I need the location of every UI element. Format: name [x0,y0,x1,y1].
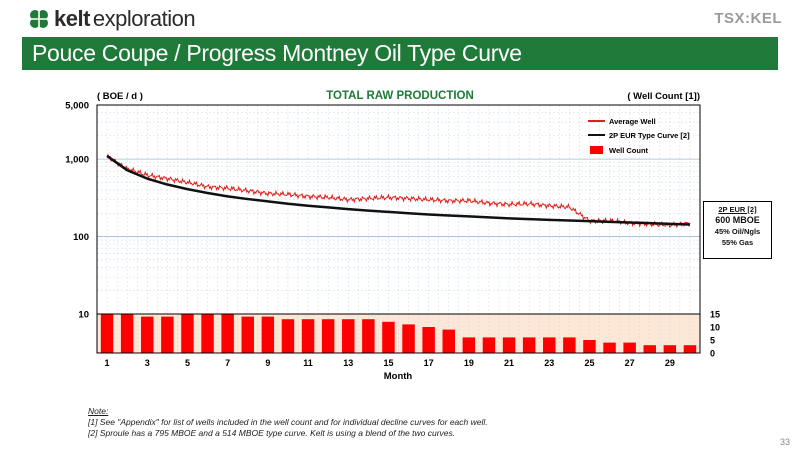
note-label: Note: [88,406,109,416]
company-logo: kelt exploration [28,4,196,34]
chart-title: TOTAL RAW PRODUCTION [326,90,474,102]
logo-word: kelt [54,6,90,31]
y-right-axis-ticks: 15 10 5 0 [710,310,720,359]
well-count-bar [261,316,275,353]
well-count-bar [321,319,335,353]
grid-lines [96,105,701,353]
well-count-bar [161,316,174,353]
y-axis-label: ( BOE / d ) [97,91,143,102]
well-count-bar [502,337,516,353]
well-count-bar [482,337,496,353]
series-lines [106,153,691,229]
legend-average-well: Average Well [609,117,656,126]
eur-line2: 600 MBOE [715,215,760,225]
legend-well-count: Well Count [609,146,649,155]
series-type-curve [106,154,690,226]
x-tick-label: 9 [265,358,270,368]
x-tick-label: 25 [584,358,594,368]
x-tick-label: 5 [185,358,190,368]
eur-line1: 2P EUR [2] [718,205,757,214]
well-count-bar [181,314,194,353]
eur-line4: 55% Gas [721,238,754,247]
x-tick-label: 11 [303,358,313,368]
well-count-bar [543,337,556,353]
well-count-bar [522,337,536,353]
y-right-tick-label: 5 [710,336,715,346]
well-count-bar [201,314,214,353]
page-number: 33 [779,437,790,447]
x-axis-label: Month [384,371,413,382]
y-right-tick-label: 15 [710,310,720,320]
x-axis-ticks: 1 3 5 7 9 11 13 15 17 19 21 23 25 27 29 [105,358,675,368]
well-count-bar [623,342,636,353]
well-count-bar [141,316,154,353]
legend-swatch-well-count [590,146,603,154]
legend-type-curve: 2P EUR Type Curve [2] [609,131,690,140]
well-count-bar [402,324,415,353]
series-average-well [106,153,691,229]
well-count-bar [301,319,315,353]
title-bar: Pouce Coupe / Progress Montney Oil Type … [22,37,778,70]
well-count-bar [683,345,697,353]
y-tick-label: 5,000 [65,101,89,112]
x-tick-label: 23 [544,358,554,368]
y-tick-label: 1,000 [65,155,89,166]
well-count-bar [422,327,435,353]
y-tick-label: 100 [73,232,89,243]
legend: Average Well 2P EUR Type Curve [2] Well … [588,117,690,155]
footnotes: Note: [1] See "Appendix" for list of wel… [88,406,488,439]
well-count-bar [221,314,234,353]
well-count-bar [342,319,355,353]
well-count-bar [281,319,295,353]
well-count-bar [241,316,254,353]
well-count-bar [663,345,677,353]
y-right-tick-label: 0 [710,349,715,359]
y-right-axis-label: ( Well Count [1]) [627,91,700,102]
exchange-logo: TSX:KEL [714,10,782,27]
x-tick-label: 13 [343,358,353,368]
well-count-bar [120,314,134,353]
well-count-bars [100,314,697,353]
well-count-bar [583,340,596,353]
logo-sub: exploration [92,6,196,31]
well-count-bar [100,314,114,353]
x-tick-label: 15 [383,358,393,368]
well-count-bar [462,337,476,353]
eur-annotation-box: 2P EUR [2] 600 MBOE 45% Oil/Ngls 55% Gas [703,201,772,259]
x-tick-label: 1 [105,358,110,368]
plot-frame [96,104,701,354]
eur-line3: 45% Oil/Ngls [714,227,761,236]
x-tick-label: 3 [145,358,150,368]
well-count-bar [563,337,576,353]
well-count-bar [603,342,616,353]
well-count-bar [643,345,656,353]
clover-logo-icon [30,10,48,28]
y-axis-ticks: 5,000 1,000 100 10 [65,101,89,321]
well-count-bar [382,321,395,353]
x-tick-label: 7 [225,358,230,368]
y-right-tick-label: 10 [710,323,720,333]
x-tick-label: 27 [625,358,635,368]
x-tick-label: 29 [665,358,675,368]
x-tick-label: 19 [464,358,474,368]
well-count-bar [362,319,375,353]
slide-title: Pouce Coupe / Progress Montney Oil Type … [32,40,522,66]
note-2: [2] Sproule has a 795 MBOE and a 514 MBO… [88,428,456,438]
well-count-bar [442,329,455,353]
x-tick-label: 17 [424,358,434,368]
x-tick-label: 21 [504,358,514,368]
y-tick-label: 10 [78,310,89,321]
note-1: [1] See "Appendix" for list of wells inc… [88,417,488,427]
